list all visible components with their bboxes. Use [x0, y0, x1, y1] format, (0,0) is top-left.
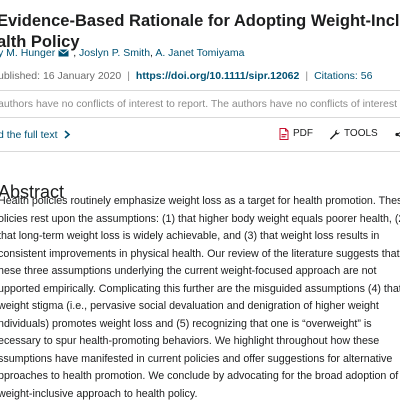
divider — [0, 90, 400, 91]
abstract-line: hese three assumptions underlying the cu… — [0, 265, 377, 277]
abstract-line: consistent improvements in physical heal… — [0, 247, 400, 260]
meta-divider: | — [127, 70, 130, 82]
abstract-heading: Abstract — [0, 181, 65, 202]
abstract-line: weight-inclusive approach to health poli… — [0, 387, 198, 400]
article-title-line-2: alth Policy — [0, 33, 80, 52]
article-title: Evidence-Based Rationale for Adopting We… — [0, 11, 400, 53]
divider — [0, 117, 400, 118]
author-separator: , — [150, 47, 156, 59]
publication-meta: ublished: 16 January 2020 | https://doi.or… — [0, 69, 372, 83]
divider — [0, 151, 400, 152]
citations-link[interactable]: Citations: 56 — [314, 70, 373, 82]
published-date: ublished: 16 January 2020 — [0, 70, 122, 82]
pdf-icon — [279, 128, 289, 140]
conflict-of-interest-statement: authors have no conflicts of interest to… — [0, 98, 400, 110]
author-link-2[interactable]: Joslyn P. Smith — [79, 47, 151, 59]
article-toolbar: PDF TOOLS S — [279, 127, 400, 141]
pdf-button[interactable]: PDF — [279, 127, 313, 141]
abstract-line: pproaches to health promotion. We conclu… — [0, 370, 400, 382]
abstract-text: Health policies routinely emphasize weig… — [0, 193, 400, 400]
abstract-line: Health policies routinely emphasize weig… — [0, 195, 400, 207]
wrench-icon — [329, 129, 340, 140]
author-link-1[interactable]: y M. Hunger — [0, 47, 56, 59]
article-title-line-1: Evidence-Based Rationale for Adopting We… — [0, 12, 400, 31]
doi-link[interactable]: https://doi.org/10.1111/sipr.12062 — [135, 70, 300, 82]
pdf-label: PDF — [293, 128, 313, 139]
read-full-text-link[interactable]: d the full text — [0, 128, 71, 142]
chevron-right-icon — [60, 129, 71, 141]
tools-label: TOOLS — [344, 128, 378, 139]
author-link-3[interactable]: A. Janet Tomiyama — [155, 47, 245, 59]
read-full-text-label: d the full text — [0, 129, 58, 141]
abstract-line: ssumptions have manifested in current po… — [0, 352, 393, 365]
tools-button[interactable]: TOOLS — [329, 127, 378, 141]
abstract-line: ecessary to spur health-promoting behavi… — [0, 335, 380, 347]
abstract-line: weight stigma (i.e., pervasive social de… — [0, 300, 379, 312]
author-list: y M. Hunger, Joslyn P. Smith, A. Janet T… — [0, 46, 244, 61]
abstract-line: upported empirically. Complicating this … — [0, 282, 400, 295]
abstract-line: olicies rest upon the assumptions: (1) t… — [0, 212, 400, 225]
share-icon — [395, 129, 400, 140]
abstract-line: ndividuals) promotes weight loss and (5)… — [0, 317, 372, 330]
abstract-line: that long-term weight loss is widely ach… — [0, 230, 380, 242]
meta-divider: | — [305, 70, 309, 82]
share-button[interactable]: S — [395, 127, 400, 141]
mail-icon[interactable] — [58, 47, 69, 61]
author-separator: , — [73, 47, 80, 59]
